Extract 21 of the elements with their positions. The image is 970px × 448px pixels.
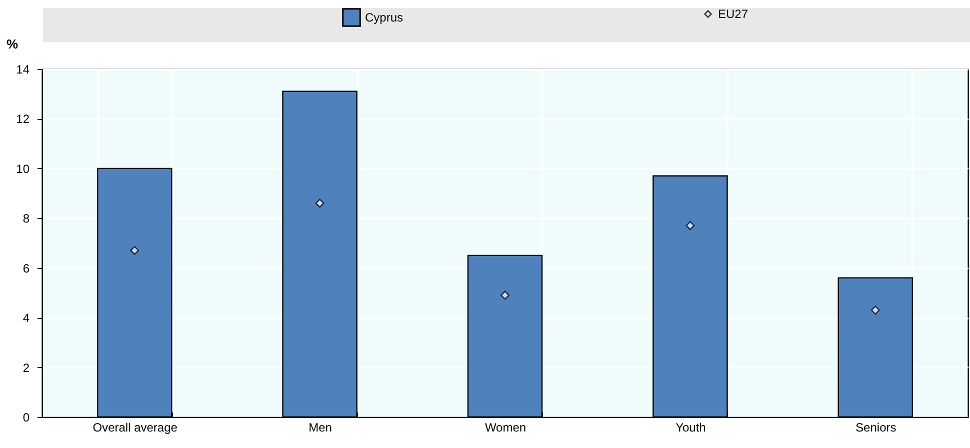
legend-label: Cyprus: [365, 10, 404, 24]
y-tick-label: 2: [22, 360, 30, 375]
x-tick-label: Women: [484, 420, 526, 434]
y-tick-label: 4: [22, 311, 30, 326]
y-tick-label: 6: [22, 261, 30, 276]
point: [870, 306, 880, 315]
x-tick-label: Men: [308, 420, 332, 434]
x-tick-label: Overall average: [92, 420, 178, 434]
y-tick-label: 10: [16, 162, 30, 176]
y-tick-label: 8: [22, 212, 30, 226]
y-axis-title: %: [6, 36, 18, 52]
legend-label: EU27: [718, 7, 748, 21]
y-tick-label: 0: [22, 410, 30, 424]
y-tick-label: 12: [16, 112, 30, 126]
x-tick-label: Youth: [676, 420, 706, 434]
point: [686, 221, 695, 230]
point: [315, 198, 324, 208]
point: [500, 290, 510, 300]
point: [130, 246, 140, 255]
y-tick-label: 14: [16, 62, 30, 76]
x-tick-label: Seniors: [856, 420, 896, 434]
